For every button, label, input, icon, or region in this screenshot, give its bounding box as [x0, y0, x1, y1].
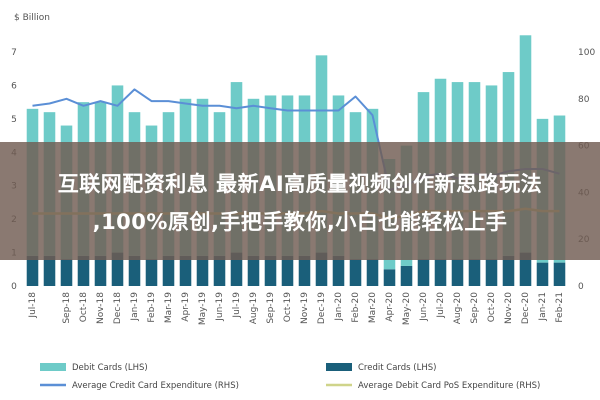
credit-card-bar	[230, 252, 243, 286]
credit-card-bar	[264, 255, 277, 286]
legend-swatch	[40, 363, 66, 371]
x-tick-label: Oct-19	[283, 292, 293, 323]
x-tick-label: Feb-20	[351, 292, 361, 323]
x-tick-label: Apr-20	[385, 292, 395, 322]
y-left-tick: 7	[11, 48, 17, 58]
credit-card-bar	[536, 262, 549, 286]
x-tick-label: Aug-20	[453, 292, 463, 325]
credit-card-bar	[26, 255, 39, 286]
overlay-text-line-2: ,100%原创,手把手教你,小白也能轻松上手	[92, 210, 508, 234]
x-tick-label: Aug-19	[249, 292, 259, 325]
x-tick-label: Mar-19	[164, 292, 174, 323]
credit-card-bar	[247, 255, 260, 286]
credit-card-bar	[451, 259, 464, 286]
x-tick-label: Sep-18	[62, 292, 72, 324]
x-tick-label: Nov-20	[504, 292, 514, 324]
x-tick-label: Dec-20	[521, 292, 531, 324]
credit-card-bar	[145, 259, 158, 286]
x-tick-label: Nov-19	[300, 292, 310, 324]
credit-card-bar	[519, 252, 532, 286]
x-tick-label: Sep-20	[470, 292, 480, 324]
x-tick-label: Dec-19	[317, 292, 327, 324]
credit-card-bar	[60, 259, 73, 286]
legend-label: Average Debit Card PoS Expenditure (RHS)	[358, 381, 540, 391]
x-tick-label: May-20	[402, 292, 412, 325]
x-tick-label: May-19	[198, 292, 208, 325]
y-right-tick: 100	[578, 48, 595, 58]
y-left-tick: 0	[11, 282, 17, 292]
credit-card-bar	[315, 252, 328, 286]
credit-card-bar	[434, 259, 447, 286]
overlay-text-line-1: 互联网配资利息 最新AI高质量视频创作新思路玩法	[57, 172, 543, 196]
x-tick-label: Jan-19	[130, 292, 140, 322]
x-tick-label: Jun-19	[215, 292, 225, 322]
credit-card-bar	[332, 255, 345, 286]
x-axis-labels: Jul-18 Sep-18 Oct-18 Nov-18 Dec-18 Jan-19 Feb-…	[28, 292, 565, 325]
y-right-tick: 0	[578, 282, 584, 292]
credit-card-bar	[196, 255, 209, 286]
x-tick-label: Jun-20	[419, 292, 429, 322]
credit-card-bar	[281, 255, 294, 286]
x-tick-label: Jul-20	[436, 292, 446, 319]
credit-card-bar	[77, 255, 90, 286]
credit-card-bar	[417, 259, 430, 286]
credit-card-bar	[128, 255, 141, 286]
x-tick-label: Mar-20	[368, 292, 378, 323]
credit-card-bar	[43, 255, 56, 286]
left-axis-unit: $ Billion	[14, 13, 50, 23]
overlay-banner	[0, 142, 600, 260]
x-tick-label: Feb-19	[147, 292, 157, 323]
credit-card-bar	[94, 255, 107, 286]
credit-card-bar	[111, 252, 124, 286]
x-tick-label: Apr-19	[181, 292, 191, 322]
credit-card-bar	[366, 259, 379, 286]
credit-card-bar	[502, 255, 515, 286]
credit-card-bar	[213, 255, 226, 286]
y-left-tick: 6	[11, 81, 17, 91]
credit-card-bar	[400, 265, 413, 286]
legend: Debit Cards (LHS) Credit Cards (LHS) Avera…	[40, 363, 540, 391]
x-tick-label: Oct-18	[79, 292, 89, 323]
y-right-tick: 80	[578, 95, 590, 105]
x-tick-label: Jan-21	[538, 292, 548, 322]
credit-card-bar	[553, 262, 566, 286]
credit-card-bar	[349, 259, 362, 286]
legend-swatch	[326, 363, 352, 371]
x-tick-label: Feb-21	[555, 292, 565, 323]
credit-card-bar	[485, 259, 498, 286]
legend-label: Debit Cards (LHS)	[72, 363, 148, 373]
credit-card-bar	[179, 255, 192, 286]
x-tick-label: Dec-18	[113, 292, 123, 324]
credit-card-bar	[162, 255, 175, 286]
legend-label: Credit Cards (LHS)	[358, 363, 436, 373]
x-tick-label: Jul-18	[28, 292, 38, 319]
x-tick-label: Sep-19	[266, 292, 276, 324]
y-left-tick: 5	[11, 115, 17, 125]
x-tick-label: Jan-20	[334, 292, 344, 322]
x-tick-label: Oct-20	[487, 292, 497, 323]
legend-label: Average Credit Card Expenditure (RHS)	[72, 381, 239, 391]
x-tick-label: Jul-19	[232, 292, 242, 319]
credit-card-bar	[383, 269, 396, 286]
x-tick-label: Nov-18	[96, 292, 106, 324]
credit-card-bar	[468, 259, 481, 286]
credit-card-bar	[298, 255, 311, 286]
